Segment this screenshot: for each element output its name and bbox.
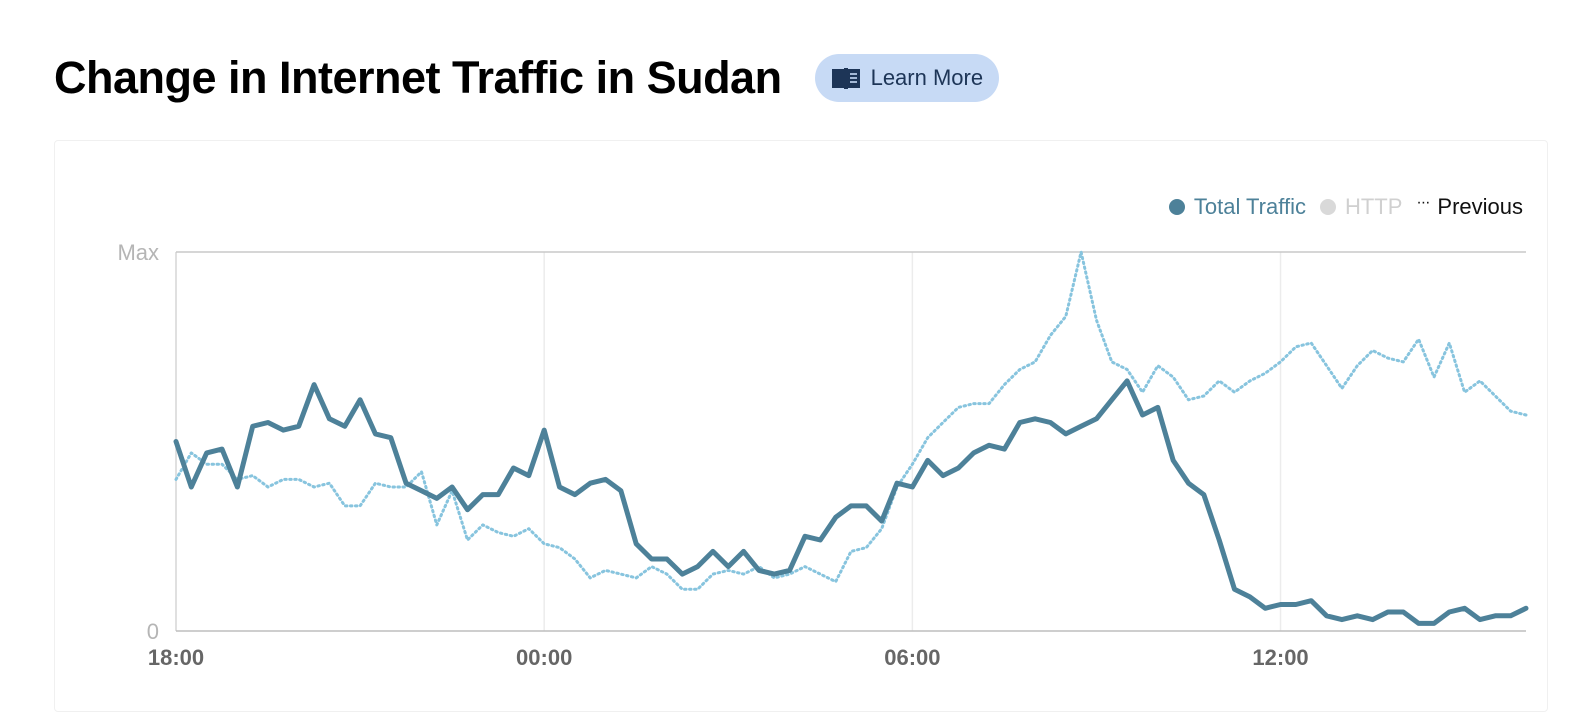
traffic-chart: 0 Max 18:00 00:00 06:00 12:00: [117, 240, 1529, 670]
series-line-total-traffic: [173, 378, 1529, 626]
legend-label-previous: Previous: [1437, 194, 1523, 219]
learn-more-button[interactable]: Learn More: [814, 54, 1000, 102]
chart-header: Change in Internet Traffic in Sudan Lear…: [54, 52, 1000, 104]
y-tick-label: 0: [147, 619, 159, 644]
x-tick-label: 12:00: [1252, 645, 1308, 670]
dotted-line-icon: ···: [1416, 194, 1430, 211]
x-tick-label: 00:00: [516, 645, 572, 670]
http-dot-icon: [1319, 199, 1336, 215]
y-tick-label: Max: [117, 240, 159, 265]
learn-more-label: Learn More: [870, 65, 984, 90]
legend-label-http: HTTP: [1344, 194, 1403, 219]
legend-item-http[interactable]: HTTP: [1319, 194, 1403, 220]
chart-card: Total Traffic HTTP ··· Previous: [54, 140, 1548, 712]
x-tick-label: 06:00: [884, 645, 940, 670]
page-title: Change in Internet Traffic in Sudan: [54, 52, 782, 103]
book-icon: [831, 67, 861, 89]
legend-item-total-traffic[interactable]: Total Traffic: [1168, 194, 1306, 220]
total-traffic-dot-icon: [1168, 199, 1185, 215]
series-line-previous: [174, 250, 1528, 591]
x-tick-label: 18:00: [148, 645, 204, 670]
legend-item-previous[interactable]: ··· Previous: [1416, 194, 1523, 220]
chart-legend: Total Traffic HTTP ··· Previous: [1155, 194, 1523, 220]
legend-label-total-traffic: Total Traffic: [1193, 194, 1306, 219]
